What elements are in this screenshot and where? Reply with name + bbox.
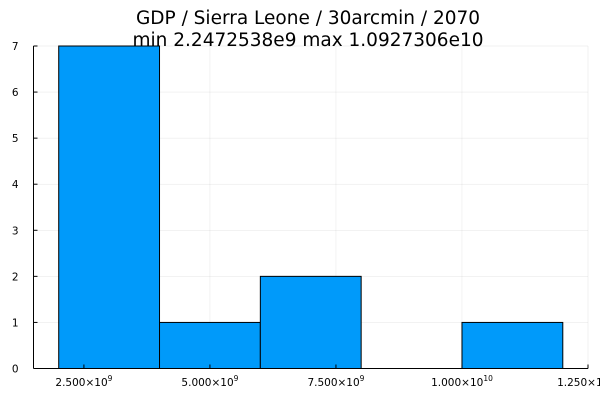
y-tick-label: 6 xyxy=(12,87,19,99)
y-tick-label: 7 xyxy=(12,41,19,53)
x-tick-label: 2.500×109 xyxy=(55,374,112,389)
x-tick-label: 5.000×109 xyxy=(181,374,238,389)
x-tick-label: 1.000×1010 xyxy=(431,374,493,389)
y-tick-label: 1 xyxy=(12,317,19,329)
y-tick-label: 2 xyxy=(12,271,19,283)
bars xyxy=(58,45,564,370)
chart-title-line2: min 2.2472538e9 max 1.0927306e10 xyxy=(133,30,484,51)
chart-title-line1: GDP / Sierra Leone / 30arcmin / 2070 xyxy=(136,8,480,29)
axes xyxy=(33,46,588,369)
y-tick-label: 3 xyxy=(12,225,19,237)
y-axis-ticks: 0 1 2 3 4 5 6 7 xyxy=(12,41,38,376)
x-tick-label: 7.500×109 xyxy=(307,374,364,389)
y-tick-label: 0 xyxy=(12,364,19,376)
y-tick-label: 5 xyxy=(12,133,19,145)
histogram-bar xyxy=(159,321,261,369)
x-tick-label: 1.250×1010 xyxy=(557,374,600,389)
y-tick-label: 4 xyxy=(12,179,19,191)
x-axis-ticks: 2.500×109 5.000×109 7.500×109 1.000×1010 1.2… xyxy=(55,364,600,389)
histogram-bar xyxy=(58,45,161,369)
histogram-bar xyxy=(259,275,362,370)
histogram-bar xyxy=(461,321,564,369)
